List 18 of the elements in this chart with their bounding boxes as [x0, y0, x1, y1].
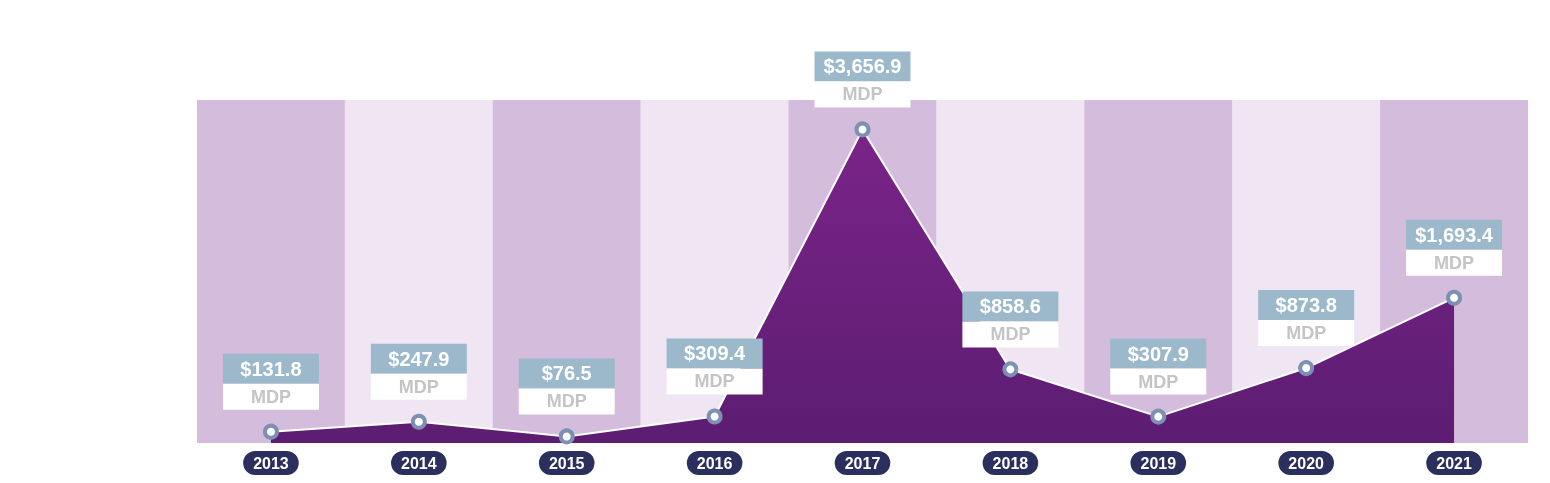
x-tick-label: 2017 — [844, 454, 881, 472]
x-tick-label: 2021 — [1436, 454, 1472, 472]
x-tick-label: 2019 — [1140, 454, 1177, 472]
x-tick-label: 2018 — [992, 454, 1029, 472]
x-tick-label: 2020 — [1288, 454, 1325, 472]
data-label: $1,693.4 MDP — [1415, 223, 1494, 273]
data-label: $131.8 MDP — [240, 357, 302, 407]
data-label: $76.5 MDP — [541, 362, 592, 412]
data-label: $247.9 MDP — [388, 347, 450, 397]
data-label: $307.9 MDP — [1127, 342, 1189, 392]
data-label: $309.4 MDP — [684, 342, 747, 392]
x-tick-label: 2013 — [253, 454, 289, 472]
data-label: $873.8 MDP — [1275, 294, 1337, 344]
x-tick-label: 2016 — [696, 454, 733, 472]
x-tick-label: 2014 — [401, 454, 437, 472]
data-label: $3,656.9 MDP — [823, 55, 902, 105]
x-tick-label: 2015 — [548, 454, 585, 472]
data-label: $858.6 MDP — [979, 295, 1041, 345]
